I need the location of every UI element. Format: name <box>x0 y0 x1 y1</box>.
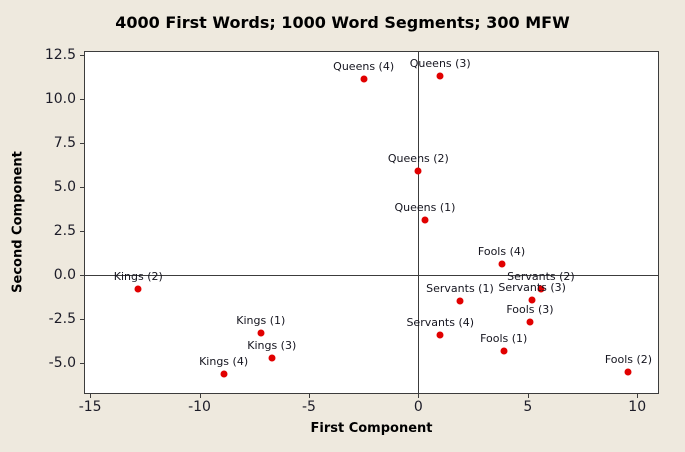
point-queens-4 <box>360 75 368 83</box>
zero-y-reference-line <box>84 274 658 276</box>
point-label-fools-3: Fools (3) <box>506 303 554 317</box>
point-kings-3 <box>268 354 276 362</box>
x-tick-label: 5 <box>523 399 533 415</box>
y-tick-mark <box>80 230 84 232</box>
y-tick-label: 12.5 <box>44 46 76 63</box>
y-tick-mark <box>80 98 84 100</box>
y-tick-mark <box>80 142 84 144</box>
point-label-servants-4: Servants (4) <box>406 315 475 329</box>
point-label-servants-1: Servants (1) <box>426 282 494 296</box>
x-tick-mark <box>418 394 420 398</box>
y-tick-mark <box>80 54 84 56</box>
y-tick-label: 0.0 <box>53 266 76 283</box>
point-label-fools-2: Fools (2) <box>604 352 653 366</box>
point-label-fools-4: Fools (4) <box>477 245 526 259</box>
y-tick-label: 10.0 <box>44 90 76 107</box>
x-tick-label: -10 <box>188 399 211 415</box>
point-label-kings-2: Kings (2) <box>113 269 163 283</box>
point-kings-2 <box>134 285 142 293</box>
point-queens-3 <box>436 72 444 80</box>
y-tick-label: -2.5 <box>48 310 76 327</box>
chart-title: 4000 First Words; 1000 Word Segments; 30… <box>115 13 570 32</box>
point-kings-4 <box>220 370 228 378</box>
y-tick-mark <box>80 274 84 276</box>
y-tick-label: 7.5 <box>53 134 76 151</box>
x-tick-label: -15 <box>78 399 102 415</box>
point-fools-3 <box>526 318 534 326</box>
x-tick-mark <box>199 394 201 398</box>
x-tick-label: -5 <box>301 399 316 415</box>
point-queens-1 <box>421 216 429 224</box>
point-fools-2 <box>624 368 632 376</box>
point-servants-1 <box>456 297 464 305</box>
point-label-queens-3: Queens (3) <box>409 56 471 70</box>
x-tick-label: 0 <box>413 399 423 415</box>
point-label-kings-3: Kings (3) <box>247 338 297 352</box>
y-tick-mark <box>80 186 84 188</box>
x-tick-mark <box>637 394 639 398</box>
point-label-fools-1: Fools (1) <box>480 331 528 345</box>
point-fools-4 <box>498 260 506 268</box>
point-servants-3 <box>528 296 536 304</box>
x-tick-mark <box>527 394 529 398</box>
y-tick-label: 2.5 <box>53 222 76 239</box>
point-fools-1 <box>500 347 508 355</box>
point-label-servants-2: Servants (2) <box>507 269 575 283</box>
x-axis-title: First Component <box>310 421 433 436</box>
y-tick-mark <box>80 363 84 365</box>
point-servants-2 <box>537 285 545 293</box>
point-label-kings-1: Kings (1) <box>236 314 286 328</box>
y-tick-label: -5.0 <box>48 355 76 372</box>
x-tick-mark <box>308 394 310 398</box>
y-tick-label: 5.0 <box>53 178 76 195</box>
x-tick-mark <box>90 394 92 398</box>
point-kings-1 <box>257 329 265 337</box>
point-label-queens-2: Queens (2) <box>387 151 449 165</box>
point-label-queens-4: Queens (4) <box>333 60 395 74</box>
y-tick-mark <box>80 318 84 320</box>
zero-x-reference-line <box>418 51 420 393</box>
point-label-servants-3: Servants (3) <box>498 280 566 294</box>
point-queens-2 <box>414 167 422 175</box>
point-label-queens-1: Queens (1) <box>394 201 456 215</box>
point-servants-4 <box>436 331 444 339</box>
point-label-kings-4: Kings (4) <box>199 354 249 368</box>
x-tick-label: 10 <box>628 399 647 415</box>
plot-area <box>84 51 659 394</box>
